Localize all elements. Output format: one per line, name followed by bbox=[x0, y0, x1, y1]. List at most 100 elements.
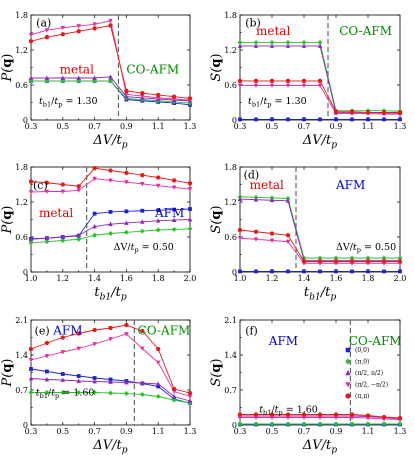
data-point bbox=[92, 165, 97, 171]
x-tick-label: 1.0 bbox=[234, 274, 247, 283]
data-point bbox=[76, 188, 81, 193]
parameter-annotation: tb1​/tp​ = 1.60 bbox=[36, 387, 95, 399]
panel-tag: (a) bbox=[36, 16, 51, 29]
data-point bbox=[60, 377, 66, 382]
data-point bbox=[156, 92, 161, 98]
data-point bbox=[188, 207, 192, 211]
x-tick-label: 0.3 bbox=[25, 122, 38, 131]
data-point bbox=[301, 412, 307, 417]
data-point bbox=[140, 219, 145, 224]
data-point bbox=[124, 170, 129, 176]
data-point bbox=[156, 208, 161, 213]
data-point bbox=[187, 181, 193, 186]
data-point bbox=[317, 412, 323, 417]
data-point bbox=[60, 182, 65, 187]
data-point bbox=[76, 346, 81, 351]
data-point bbox=[365, 421, 371, 427]
y-axis-label: S(q) bbox=[209, 205, 224, 233]
data-point bbox=[366, 269, 370, 274]
data-point bbox=[60, 372, 65, 376]
x-tick-label: 1.8 bbox=[152, 274, 165, 283]
y-tick-label: 1.8 bbox=[15, 11, 28, 20]
data-point bbox=[285, 233, 291, 238]
data-point bbox=[171, 394, 177, 399]
parameter-annotation: tb1​/tp​ = 1.30 bbox=[39, 96, 98, 108]
data-point bbox=[253, 412, 259, 417]
y-tick-label: 0.6 bbox=[224, 233, 237, 242]
region-label: CO-AFM bbox=[339, 24, 392, 38]
data-point bbox=[253, 83, 259, 89]
data-point bbox=[381, 421, 387, 427]
data-point bbox=[253, 421, 259, 427]
data-point bbox=[237, 39, 243, 45]
legend-marker bbox=[345, 358, 351, 365]
data-point bbox=[60, 234, 66, 239]
data-point bbox=[108, 18, 113, 24]
y-axis-label: P(q) bbox=[0, 206, 15, 235]
data-point bbox=[124, 180, 129, 185]
x-axis-label: ΔV/tp​ bbox=[92, 438, 127, 455]
data-point bbox=[44, 189, 50, 194]
parameter-annotation: tb1​/tp​ = 1.30 bbox=[248, 96, 307, 108]
x-tick-label: 0.5 bbox=[56, 427, 69, 436]
data-point bbox=[269, 421, 275, 427]
y-axis-label: S(q) bbox=[209, 53, 224, 81]
legend-label: (π/2, π/2) bbox=[355, 370, 383, 377]
data-point bbox=[365, 413, 371, 418]
data-point bbox=[286, 269, 290, 274]
data-point bbox=[333, 109, 339, 115]
data-point bbox=[28, 376, 34, 381]
legend-marker bbox=[345, 382, 351, 388]
data-point bbox=[60, 189, 66, 194]
legend-marker bbox=[345, 347, 351, 353]
data-point bbox=[237, 412, 243, 417]
region-label: AFM bbox=[154, 206, 184, 220]
x-axis-label: ΔV/tp​ bbox=[302, 438, 337, 455]
data-point bbox=[28, 190, 34, 195]
legend-entry-qpi2: (π/2, π/2) bbox=[345, 370, 383, 377]
panel-a: 0.3 0.5 0.7 0.9 1.1 1.3 0 0.6 1.2 1.8 (a) metal CO-A… bbox=[0, 11, 196, 150]
legend-entry-q00: (0,0) bbox=[345, 347, 369, 354]
parameter-annotation: tb1​/tp​ = 1.60 bbox=[259, 404, 318, 416]
y-tick-label: 1.2 bbox=[224, 46, 237, 55]
data-point bbox=[108, 168, 113, 173]
region-label: metal bbox=[256, 24, 290, 38]
data-point bbox=[269, 238, 275, 243]
data-point bbox=[302, 117, 306, 122]
y-axis-label: S(q) bbox=[209, 358, 224, 386]
data-point bbox=[253, 78, 259, 84]
y-tick-label: 0.6 bbox=[224, 81, 237, 90]
y-tick-label: 1.4 bbox=[15, 351, 28, 360]
x-tick-label: 1.3 bbox=[394, 122, 407, 131]
data-point bbox=[156, 384, 161, 389]
y-tick-label: 0.7 bbox=[224, 386, 237, 395]
y-tick-label: 1.2 bbox=[15, 198, 28, 207]
y-tick-label: 1.2 bbox=[224, 198, 237, 207]
data-point bbox=[269, 412, 275, 417]
data-point bbox=[254, 117, 258, 122]
data-point bbox=[301, 83, 307, 89]
data-point bbox=[349, 259, 355, 264]
data-point bbox=[140, 328, 145, 334]
series-qpipi bbox=[237, 227, 403, 264]
data-point bbox=[334, 117, 338, 122]
x-tick-label: 1.0 bbox=[25, 274, 38, 283]
x-tick-label: 1.2 bbox=[266, 274, 279, 283]
data-point bbox=[28, 236, 34, 242]
data-point bbox=[60, 390, 66, 395]
data-point bbox=[381, 110, 387, 115]
x-tick-label: 1.6 bbox=[120, 274, 133, 283]
data-point bbox=[92, 26, 97, 31]
x-tick-label: 1.3 bbox=[394, 427, 407, 436]
data-point bbox=[139, 228, 145, 234]
data-point bbox=[92, 379, 97, 384]
data-point bbox=[76, 232, 81, 238]
data-point bbox=[171, 178, 177, 183]
x-tick-label: 2.0 bbox=[184, 274, 197, 283]
data-point bbox=[155, 218, 161, 223]
data-point bbox=[28, 240, 34, 246]
x-tick-label: 0.9 bbox=[120, 122, 133, 131]
data-point bbox=[397, 415, 403, 421]
x-tick-label: 1.4 bbox=[298, 274, 311, 283]
